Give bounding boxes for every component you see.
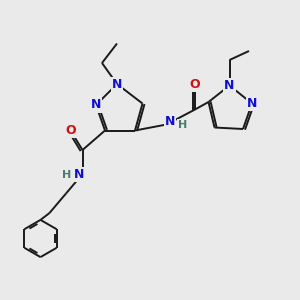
Text: H: H bbox=[62, 170, 71, 181]
Text: H: H bbox=[178, 120, 188, 130]
Text: N: N bbox=[224, 79, 235, 92]
Text: N: N bbox=[165, 115, 175, 128]
Text: N: N bbox=[112, 77, 122, 91]
Text: N: N bbox=[74, 167, 84, 181]
Text: O: O bbox=[190, 77, 200, 91]
Text: N: N bbox=[91, 98, 101, 112]
Text: O: O bbox=[65, 124, 76, 137]
Text: N: N bbox=[247, 97, 257, 110]
